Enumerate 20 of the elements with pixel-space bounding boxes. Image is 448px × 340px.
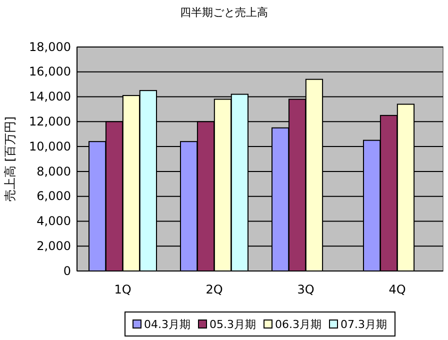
x-tick-label: 3Q: [297, 282, 314, 297]
legend-label: 06.3月期: [275, 318, 322, 331]
y-tick-label: 6,000: [36, 189, 71, 204]
y-tick-label: 2,000: [36, 238, 71, 253]
y-axis-title: 売上高 [百万円]: [3, 116, 17, 202]
chart-title: 四半期ごと売上高: [180, 6, 268, 19]
y-tick-label: 8,000: [36, 164, 71, 178]
y-tick-label: 18,000: [29, 40, 71, 54]
y-tick-label: 16,000: [29, 64, 71, 79]
x-tick-label: 2Q: [206, 282, 223, 297]
y-tick-label: 14,000: [29, 90, 71, 104]
legend-label: 05.3月期: [210, 318, 256, 331]
y-tick-label: 4,000: [36, 214, 71, 228]
x-tick-label: 4Q: [388, 282, 406, 297]
y-tick-label: 10,000: [29, 139, 71, 154]
y-tick-label: 12,000: [29, 114, 71, 129]
x-tick-label: 1Q: [114, 282, 132, 297]
y-tick-label: 0: [63, 264, 71, 278]
legend-label: 04.3月期: [144, 318, 190, 331]
legend-label: 07.3月期: [340, 318, 387, 331]
